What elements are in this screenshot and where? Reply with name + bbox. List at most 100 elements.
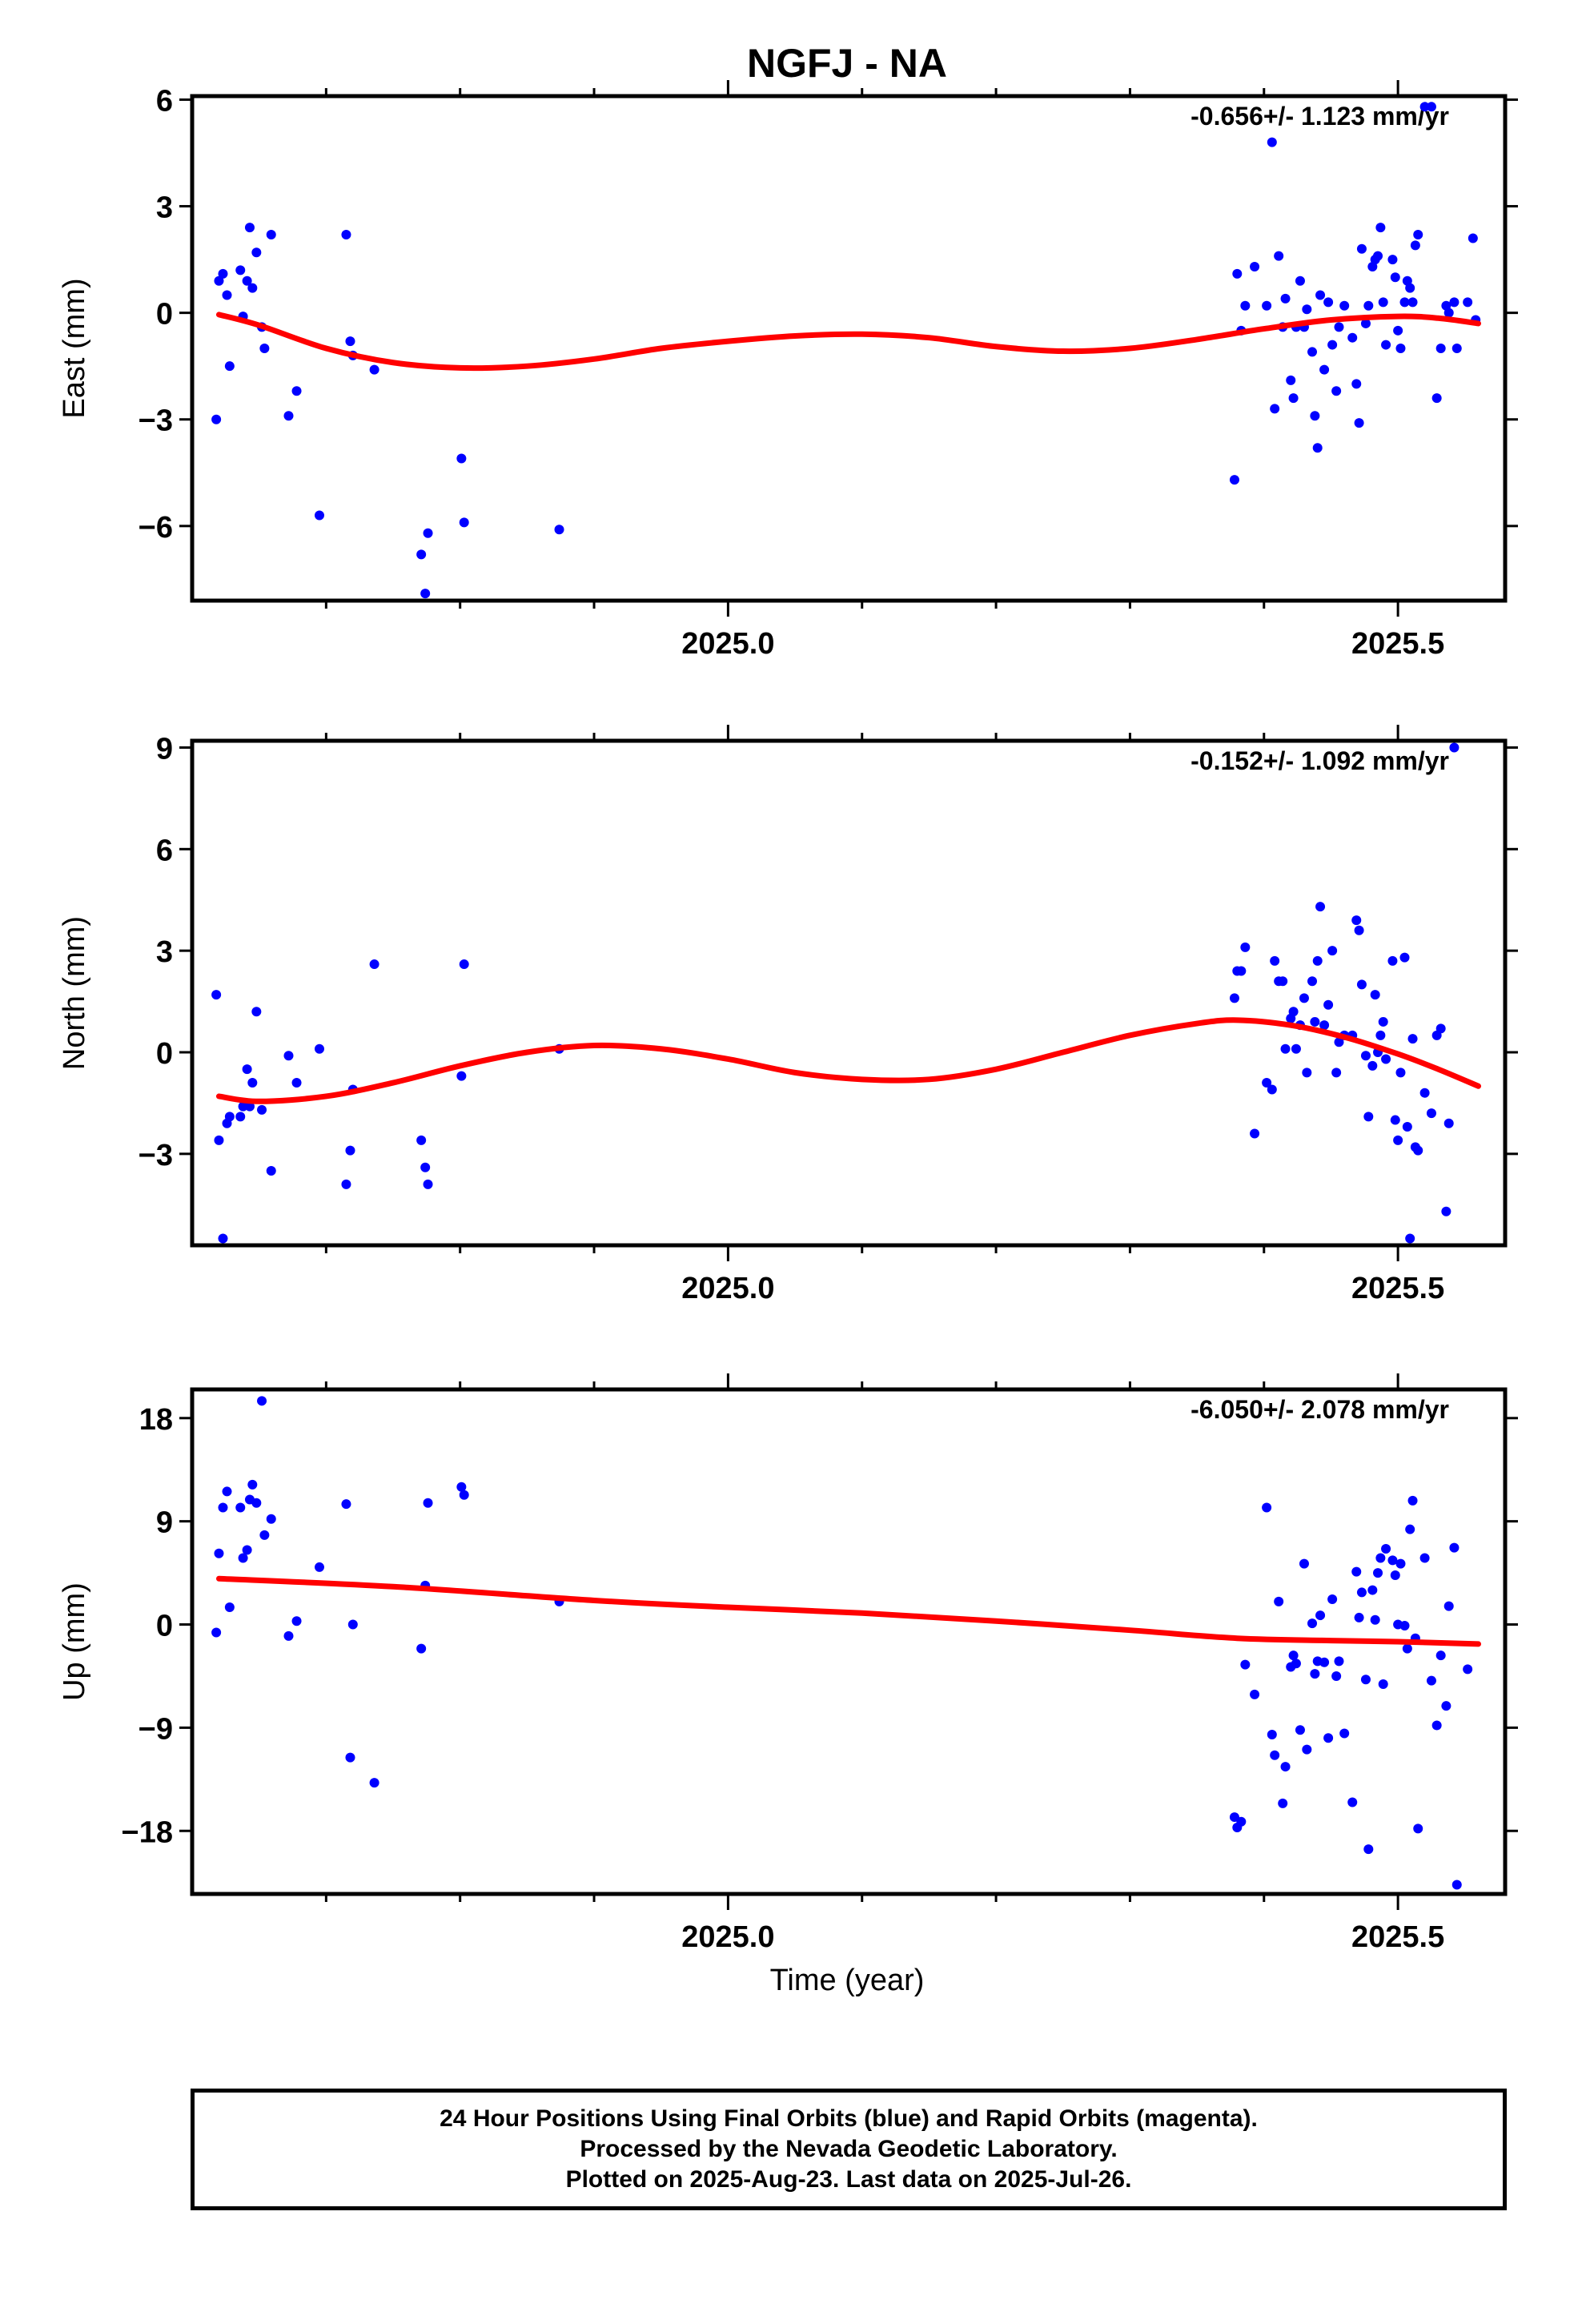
data-point <box>1363 1112 1374 1122</box>
data-point <box>283 1630 294 1641</box>
data-point <box>1286 375 1296 385</box>
data-point <box>1334 322 1344 332</box>
data-point <box>314 510 324 521</box>
data-point <box>1250 261 1260 271</box>
data-point <box>1270 404 1280 414</box>
data-point <box>1250 1128 1260 1139</box>
data-point <box>1393 325 1403 336</box>
data-point <box>222 1486 232 1497</box>
data-point <box>1402 1122 1412 1132</box>
data-point <box>1395 1068 1406 1078</box>
data-point <box>1232 268 1243 279</box>
x-tick-label: 2025.5 <box>1351 1920 1444 1954</box>
data-point <box>1267 1729 1277 1739</box>
data-point <box>1435 1023 1446 1034</box>
data-point <box>1452 1880 1462 1890</box>
data-point <box>251 1498 262 1508</box>
data-point <box>224 1602 235 1613</box>
data-point <box>341 1179 351 1189</box>
data-point <box>1431 393 1442 404</box>
x-axis-label: Time (year) <box>770 1964 925 1997</box>
data-point <box>1431 1720 1442 1731</box>
data-point <box>1381 1544 1391 1554</box>
data-point <box>1334 1656 1344 1667</box>
data-point <box>1302 1068 1312 1078</box>
data-point <box>1331 386 1342 396</box>
data-point <box>1360 1675 1371 1685</box>
north-panel: 9 6 3 0 −3 2025.0 2025.5 North (mm) -0.152+/- 1.… <box>58 725 1518 1305</box>
data-point <box>1373 251 1383 261</box>
data-point <box>291 386 302 396</box>
data-point <box>251 1007 262 1017</box>
data-point <box>459 517 469 528</box>
data-point <box>1323 999 1334 1010</box>
data-point <box>1278 976 1288 987</box>
data-point <box>1295 275 1305 286</box>
data-point <box>1310 411 1320 421</box>
data-point <box>1356 1587 1367 1598</box>
data-point <box>1435 1651 1446 1661</box>
data-point <box>345 1752 355 1763</box>
fit-curve <box>215 312 1482 372</box>
data-point <box>1267 137 1277 147</box>
fit-curve <box>215 1575 1482 1647</box>
data-point <box>259 1530 270 1540</box>
data-point <box>1407 1034 1418 1044</box>
data-point <box>1347 1797 1358 1807</box>
data-point <box>1463 1664 1473 1675</box>
data-point <box>1410 240 1420 251</box>
data-point <box>235 265 246 275</box>
data-layer <box>211 102 1482 599</box>
rate-label: -0.152+/- 1.092 mm/yr <box>1191 746 1449 775</box>
data-point <box>222 290 232 300</box>
caption-line-1: 24 Hour Positions Using Final Orbits (bl… <box>440 2105 1258 2132</box>
data-point <box>211 414 222 424</box>
data-point <box>1327 1594 1338 1605</box>
data-point <box>369 364 379 375</box>
data-point <box>1236 1816 1247 1827</box>
data-point <box>369 959 379 970</box>
data-point <box>235 1502 246 1513</box>
data-point <box>1468 233 1478 243</box>
data-point <box>1299 1558 1309 1569</box>
data-point <box>266 1165 276 1176</box>
data-point <box>257 1104 267 1115</box>
y-axis-label: Up (mm) <box>58 1582 91 1701</box>
data-point <box>1351 915 1362 926</box>
data-point <box>1407 297 1418 308</box>
data-point <box>1331 1671 1342 1681</box>
data-point <box>1262 1078 1272 1088</box>
chart-title: NGFJ - NA <box>747 41 947 86</box>
y-tick-label: 0 <box>156 1037 173 1071</box>
data-point <box>266 230 276 240</box>
data-point <box>247 283 258 293</box>
data-point <box>1327 946 1338 956</box>
data-point <box>1441 1701 1452 1711</box>
data-point <box>211 990 222 1000</box>
y-tick-label: 6 <box>156 834 173 867</box>
rate-label: -6.050+/- 2.078 mm/yr <box>1191 1395 1449 1424</box>
data-point <box>1443 308 1454 318</box>
data-point <box>1315 290 1326 300</box>
data-point <box>1280 1762 1291 1772</box>
data-point <box>242 1064 252 1075</box>
data-point <box>244 1101 255 1112</box>
fit-curve <box>215 1017 1482 1104</box>
data-point <box>1291 1659 1301 1669</box>
data-point <box>1360 1051 1371 1061</box>
data-point <box>1354 418 1364 428</box>
data-point <box>1373 1568 1383 1578</box>
data-point <box>1375 223 1386 233</box>
data-point <box>1229 475 1239 485</box>
data-point <box>1395 1558 1406 1569</box>
data-point <box>1310 1016 1320 1027</box>
data-point <box>1307 1618 1318 1629</box>
data-point <box>345 1145 355 1156</box>
data-point <box>1441 1206 1452 1216</box>
data-point <box>1378 1679 1388 1689</box>
caption-line-2: Processed by the Nevada Geodetic Laborat… <box>580 2136 1118 2162</box>
data-point <box>1288 1007 1299 1017</box>
y-tick-label: −9 <box>139 1712 173 1746</box>
data-point <box>1375 1030 1386 1040</box>
